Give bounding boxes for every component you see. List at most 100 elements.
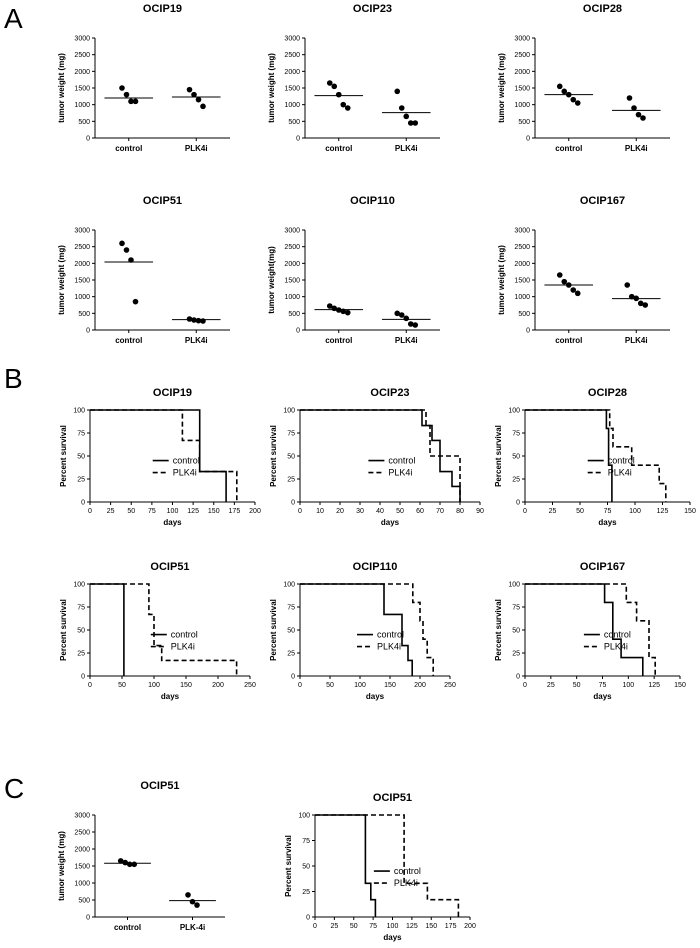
data-point [570,287,577,293]
x-tick-label: 50 [573,682,581,689]
x-category-label: PLK-4i [180,923,205,932]
legend-label: control [377,630,404,640]
x-tick-label: 25 [547,682,555,689]
y-tick-label: 100 [298,813,310,820]
legend-label: PLK4i [173,468,197,478]
y-tick-label: 3000 [74,228,90,235]
x-category-label: control [555,144,582,153]
y-tick-label: 500 [78,898,90,905]
y-tick-label: 0 [81,500,85,507]
data-point [624,282,631,288]
y-tick-label: 0 [291,674,295,681]
x-category-label: control [115,336,142,345]
y-tick-label: 50 [77,628,85,635]
y-tick-label: 1000 [514,102,530,109]
x-tick-label: 200 [414,682,426,689]
y-tick-label: 500 [78,311,90,318]
y-tick-label: 0 [516,500,520,507]
data-point [131,861,138,868]
y-tick-label: 2000 [74,261,90,268]
data-point [394,310,401,317]
y-tick-label: 75 [77,431,85,438]
y-tick-label: 1000 [514,294,530,301]
chart-title: OCIP19 [143,3,182,15]
data-point [191,91,197,98]
y-axis-label: tumor weight (mg) [497,245,506,315]
data-point [412,322,419,328]
survival-curve-control [90,583,125,676]
chart-B6: OCIP167 0 25 50 75 100 0 25 50 75 100 125 150 days Per… [494,561,686,701]
survival-curve-control [300,409,461,502]
data-point [344,105,351,111]
data-point [574,100,581,106]
y-tick-label: 75 [512,431,520,438]
data-point [344,309,351,316]
x-tick-label: 125 [406,923,418,930]
chart-A5: OCIP110 0 500 1000 1500 2000 2500 3000 tumor wei… [267,195,440,345]
x-category-label: PLK4i [185,144,208,153]
y-tick-label: 75 [287,431,295,438]
x-tick-label: 40 [376,508,384,515]
y-tick-label: 2500 [514,52,530,59]
y-axis-label: Percent survival [269,599,278,661]
survival-curve-control [300,583,413,676]
x-tick-label: 25 [330,923,338,930]
y-tick-label: 2500 [514,244,530,251]
chart-A2: OCIP23 0 500 1000 1500 2000 2500 3000 tumor weig… [267,3,440,153]
y-tick-label: 75 [287,605,295,612]
x-tick-label: 100 [387,923,399,930]
y-tick-label: 25 [512,477,520,484]
chart-title: OCIP51 [373,792,412,804]
data-point [117,858,124,864]
survival-curve-control [90,409,227,502]
y-tick-label: 100 [73,582,85,589]
survival-curve-plk4i [300,583,434,676]
x-tick-label: 60 [416,508,424,515]
data-point [635,111,642,118]
y-tick-label: 2500 [284,52,300,59]
y-tick-label: 2000 [514,69,530,76]
y-tick-label: 500 [518,311,530,318]
x-tick-label: 100 [629,508,641,515]
y-tick-label: 500 [518,119,530,126]
y-tick-label: 25 [302,889,310,896]
panel-label-b: B [4,363,23,394]
legend-label: control [394,866,421,876]
legend-label: control [388,456,415,466]
data-point [403,113,410,120]
data-point [398,105,405,111]
y-axis-label: Percent survival [59,599,68,661]
survival-curve-plk4i [315,814,460,917]
y-tick-label: 2500 [74,830,90,837]
chart-B1: OCIP19 0 25 50 75 100 0 25 50 75 100 125 150 175 200 da… [59,387,261,527]
x-category-label: PLK4i [185,336,208,345]
x-tick-label: 150 [425,923,437,930]
data-point [407,120,414,126]
y-tick-label: 3000 [74,813,90,820]
data-point [642,302,649,308]
x-tick-label: 0 [298,682,302,689]
data-point [132,98,139,105]
chart-title: OCIP51 [143,195,182,207]
data-point [123,91,130,98]
y-tick-label: 0 [526,136,530,143]
x-tick-label: 50 [127,508,135,515]
x-tick-label: 25 [107,508,115,515]
chart-title: OCIP51 [150,561,189,573]
chart-C1: OCIP51 0 500 1000 1500 2000 2500 3000 tumor weig… [57,780,225,932]
y-tick-label: 25 [77,477,85,484]
y-tick-label: 25 [287,477,295,484]
x-tick-label: 250 [244,682,256,689]
chart-title: OCIP28 [583,3,622,15]
x-tick-label: 20 [336,508,344,515]
y-tick-label: 100 [73,408,85,415]
legend-label: control [604,630,631,640]
y-tick-label: 100 [283,408,295,415]
x-tick-label: 100 [148,682,160,689]
y-tick-label: 50 [512,454,520,461]
y-tick-label: 500 [288,311,300,318]
x-tick-label: 175 [445,923,457,930]
data-point [626,95,633,101]
legend-label: control [608,456,635,466]
